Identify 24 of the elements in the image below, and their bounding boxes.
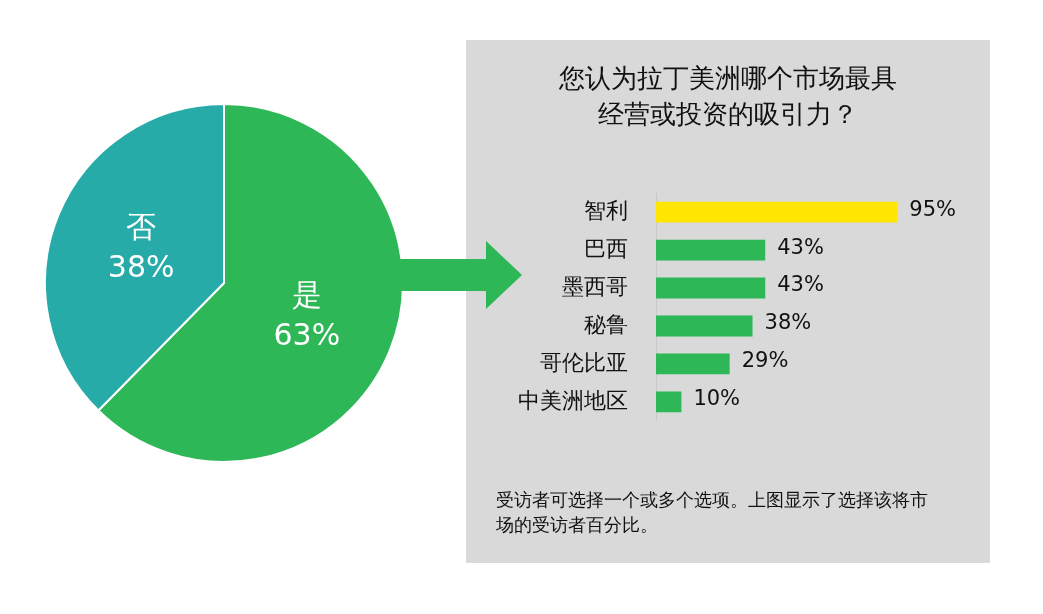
chart-title: 您认为拉丁美洲哪个市场最具经营或投资的吸引力？ — [558, 62, 898, 131]
bar — [656, 391, 682, 413]
data-label: 95% — [909, 196, 956, 221]
data-label: 63% — [273, 316, 341, 352]
slice-label: 是 — [291, 276, 322, 312]
bar — [656, 239, 766, 261]
data-label: 29% — [741, 348, 789, 373]
text: 受访者可选择一个或多个选项。上图显示了选择该将市场的受访者百分比。 — [496, 489, 929, 537]
y-tick-label: 巴西 — [584, 235, 628, 261]
bar — [656, 315, 753, 337]
y-tick-label: 哥伦比亚 — [540, 349, 628, 375]
data-label: 10% — [693, 386, 741, 411]
data-label: 38% — [107, 248, 175, 284]
data-label: 38% — [764, 310, 812, 335]
bar — [656, 277, 766, 299]
slice-label: 否 — [126, 208, 157, 244]
bar — [656, 201, 898, 223]
y-tick-label: 墨西哥 — [562, 273, 628, 299]
y-tick-label: 秘鲁 — [584, 311, 628, 337]
data-label: 43% — [777, 272, 824, 297]
y-tick-label: 智利 — [584, 197, 628, 223]
bar — [656, 353, 730, 375]
data-label: 43% — [777, 234, 824, 259]
y-tick-label: 中美洲地区 — [518, 387, 628, 413]
